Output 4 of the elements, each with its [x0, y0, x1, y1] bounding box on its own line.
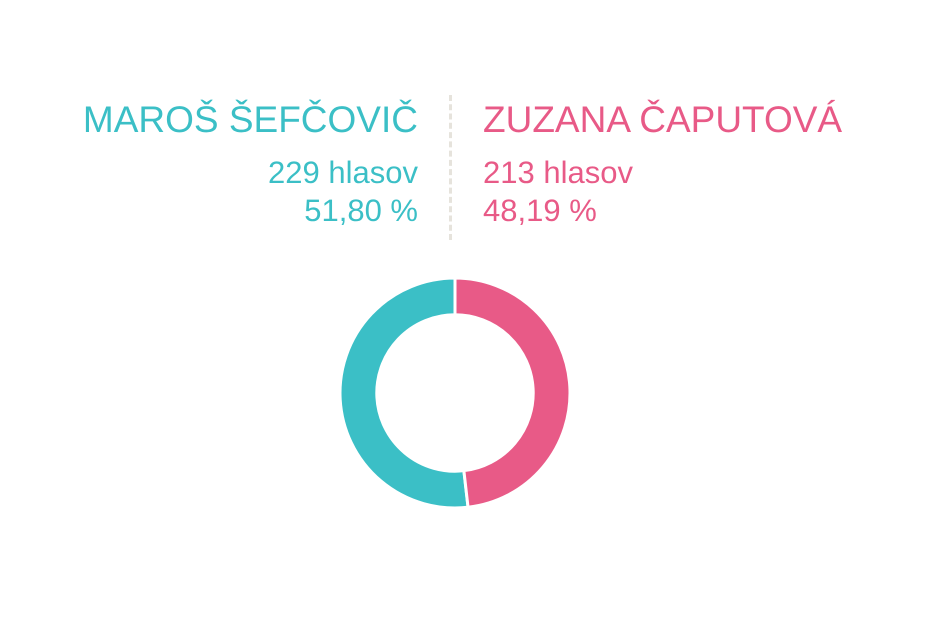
slice-label: ZUZANA ČAPUTOVÁ: [483, 98, 844, 142]
data-label: 213 hlasov 48,19 %: [483, 154, 634, 230]
data-label: 229 hlasov 51,80 %: [267, 154, 418, 230]
slice-label: MAROŠ ŠEFČOVIČ: [82, 98, 418, 142]
